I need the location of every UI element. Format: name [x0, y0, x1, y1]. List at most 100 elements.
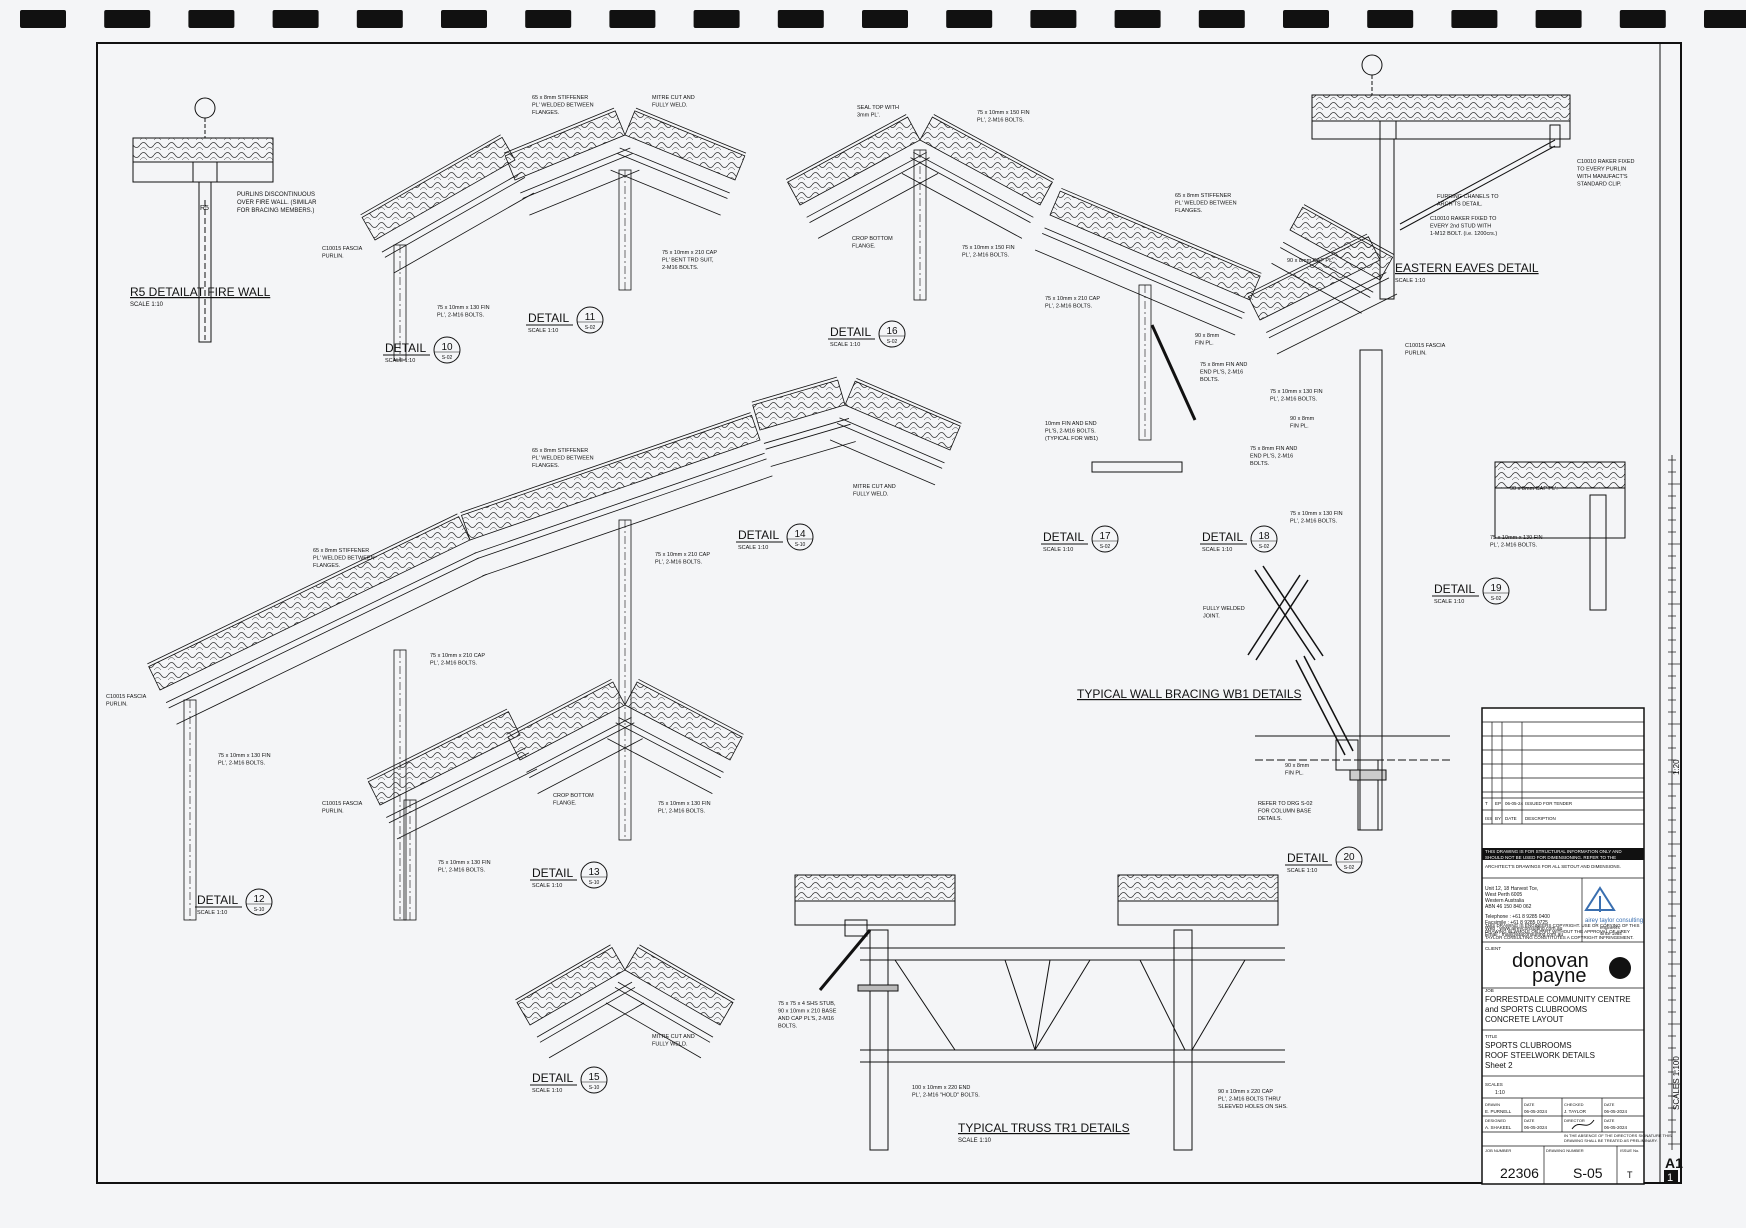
svg-text:06-05-2024: 06-05-2024	[1604, 1125, 1628, 1130]
detail-title: DETAIL	[532, 866, 573, 880]
svg-text:DRAWING SHALL BE TREATED AS PR: DRAWING SHALL BE TREATED AS PRELIMINARY.	[1564, 1138, 1658, 1143]
detail-callouts: DETAIL SCALE 1:10 10 S-02 DETAIL SCALE 1:10 11…	[195, 261, 1539, 1094]
detail-number-bubble	[576, 306, 604, 334]
note-purlins: PURLINS DISCONTINUOUS	[237, 192, 315, 198]
roof-slope	[360, 134, 535, 274]
note-stiffener: 65 x 8mm STIFFENER PL' WELDED BETWEENFLAN…	[532, 95, 594, 116]
detail-title-r5: R5 DETAILAT FIRE WALL	[130, 285, 271, 299]
svg-text:SCALE 1:10: SCALE 1:10	[1202, 547, 1232, 553]
svg-text:C10015 FASCIA: C10015 FASCIA	[322, 246, 363, 252]
svg-text:65 x 8mm STIFFENER: 65 x 8mm STIFFENER	[532, 95, 588, 101]
svg-text:1: 1	[1667, 1172, 1673, 1184]
svg-text:SCALE 1:10: SCALE 1:10	[532, 883, 562, 889]
binding-hole	[946, 10, 993, 28]
svg-text:SCALE 1:10: SCALE 1:10	[1434, 599, 1464, 605]
svg-text:since 1984: since 1984	[1600, 931, 1622, 936]
svg-text:C10015 FASCIA: C10015 FASCIA	[106, 694, 147, 700]
svg-text:SCALE 1:10: SCALE 1:10	[1043, 547, 1073, 553]
r5-fire-wall-detail: R5 PURLINS DISCONTINUOUS OVER FIRE WALL.…	[130, 97, 317, 343]
note-crop-bottom: CROP BOTTOM FLANGE.	[852, 236, 893, 250]
note-stiffener: 65 x 8mm STIFFENER PL' WELDED BETWEENFLAN…	[313, 548, 375, 569]
detail-title-tr1: TYPICAL TRUSS TR1 DETAILS	[958, 1121, 1130, 1135]
column	[403, 799, 417, 921]
roof-slope	[1034, 187, 1262, 336]
note-fascia: C10015 FASCIA PURLIN.	[1405, 343, 1446, 357]
svg-text:06-05-2024: 06-05-2024	[1604, 1109, 1628, 1114]
svg-text:C10010 RAKER FIXED: C10010 RAKER FIXED	[1577, 159, 1634, 165]
svg-text:EP: EP	[1495, 801, 1501, 806]
svg-text:PL', 2-M16 BOLTS.: PL', 2-M16 BOLTS.	[655, 560, 703, 566]
svg-text:13: 13	[588, 867, 600, 878]
svg-text:STANDARD CLIP.: STANDARD CLIP.	[1577, 182, 1622, 188]
detail-callout: DETAIL SCALE 1:10 14 S-10	[736, 523, 814, 551]
svg-text:75 x 10mm x 130 FIN: 75 x 10mm x 130 FIN	[438, 860, 491, 866]
sheet-size: A1	[1665, 1155, 1683, 1171]
svg-text:PL', 2-M16 BOLTS.: PL', 2-M16 BOLTS.	[438, 868, 486, 874]
svg-text:75 x 8mm FIN AND: 75 x 8mm FIN AND	[1250, 446, 1297, 452]
svg-text:SLEEVED HOLES ON SHS.: SLEEVED HOLES ON SHS.	[1218, 1104, 1288, 1110]
svg-text:FLANGE.: FLANGE.	[852, 244, 876, 250]
svg-text:DRAWN: DRAWN	[1485, 1102, 1500, 1107]
svg-text:19: 19	[1490, 583, 1502, 594]
svg-text:PL' WELDED BETWEEN: PL' WELDED BETWEEN	[532, 103, 594, 109]
svg-text:ISSUED FOR TENDER: ISSUED FOR TENDER	[1525, 801, 1573, 806]
svg-text:payne: payne	[1532, 965, 1587, 987]
svg-text:1:10: 1:10	[1495, 1090, 1505, 1096]
svg-text:PL', 2-M16 "HOLD" BOLTS.: PL', 2-M16 "HOLD" BOLTS.	[912, 1093, 980, 1099]
svg-text:CONCRETE LAYOUT: CONCRETE LAYOUT	[1485, 1015, 1564, 1024]
svg-text:FOR COLUMN BASE: FOR COLUMN BASE	[1258, 809, 1312, 815]
detail-callout: DETAIL SCALE 1:10 12 S-10	[195, 888, 273, 916]
svg-text:90 x 8mm CAP PL'.: 90 x 8mm CAP PL'.	[1510, 486, 1558, 492]
title-block: THIS DRAWING IS FOR STRUCTURAL INFORMATI…	[1481, 707, 1683, 1185]
svg-text:75 x 10mm x 130 FIN: 75 x 10mm x 130 FIN	[218, 753, 271, 759]
svg-text:SCALE 1:10: SCALE 1:10	[958, 1138, 992, 1144]
svg-text:engineers: engineers	[1600, 925, 1621, 930]
svg-text:SHOULD NOT BE USED FOR DIMENSI: SHOULD NOT BE USED FOR DIMENSIONING. REF…	[1485, 855, 1616, 860]
svg-text:S-10: S-10	[795, 542, 806, 548]
svg-text:CROP BOTTOM: CROP BOTTOM	[553, 793, 594, 799]
note-fin-130: 75 x 10mm x 130 FIN PL', 2-M16 BOLTS.	[1290, 511, 1343, 525]
job-number: 22306	[1500, 1165, 1539, 1181]
svg-text:Unit 12, 18 Harvest Tce,: Unit 12, 18 Harvest Tce,	[1485, 886, 1538, 892]
svg-text:DRAWING IN WHOLE OR PART WITHO: DRAWING IN WHOLE OR PART WITHOUT THE APP…	[1485, 929, 1630, 934]
note-fascia: C10015 FASCIA PURLIN.	[322, 801, 363, 815]
note-crop-bottom: CROP BOTTOM FLANGE.	[553, 793, 594, 807]
svg-text:FULLY WELD.: FULLY WELD.	[652, 103, 688, 109]
note-mitre: MITRE CUT AND FULLY WELD.	[652, 95, 695, 109]
svg-text:FIN PL.: FIN PL.	[1195, 341, 1214, 347]
detail-number-bubble	[786, 523, 814, 551]
svg-text:(TYPICAL FOR WB1): (TYPICAL FOR WB1)	[1045, 436, 1098, 442]
svg-text:THIS DRAWING IS ENGINEERS COPY: THIS DRAWING IS ENGINEERS COPYRIGHT. USE…	[1485, 923, 1640, 928]
svg-text:S-02: S-02	[1259, 544, 1270, 550]
svg-text:FLANGES.: FLANGES.	[532, 110, 560, 116]
detail-title: DETAIL	[385, 341, 426, 355]
svg-text:SCALE 1:10: SCALE 1:10	[385, 358, 415, 364]
note-fin-130: 75 x 10mm x 130 FIN PL', 2-M16 BOLTS.	[658, 801, 711, 815]
svg-text:PURLIN.: PURLIN.	[106, 702, 128, 708]
detail-number-bubble	[433, 336, 461, 364]
svg-text:90 x 8mm CAP PL'.: 90 x 8mm CAP PL'.	[1287, 258, 1335, 264]
binding-hole	[1619, 10, 1666, 28]
svg-text:FORRESTDALE COMMUNITY CENTRE: FORRESTDALE COMMUNITY CENTRE	[1485, 995, 1631, 1004]
svg-text:OVER FIRE WALL. (SIMILAR: OVER FIRE WALL. (SIMILAR	[237, 200, 317, 206]
svg-text:S-02: S-02	[887, 339, 898, 345]
binding-hole	[862, 10, 908, 28]
svg-text:FLANGE.: FLANGE.	[553, 801, 577, 807]
svg-text:FURRING CHANELS TO: FURRING CHANELS TO	[1437, 194, 1499, 200]
note-cap-220: 90 x 10mm x 220 CAP PL', 2-M16 BOLTS THRU…	[1218, 1089, 1288, 1110]
svg-text:SCALE 1:10: SCALE 1:10	[1287, 868, 1317, 874]
svg-text:IN THE ABSENCE OF THE DIRECTOR: IN THE ABSENCE OF THE DIRECTORS SIGNATUR…	[1564, 1133, 1672, 1138]
svg-text:65 x 8mm STIFFENER: 65 x 8mm STIFFENER	[532, 448, 588, 454]
note-cap-90: 90 x 8mm CAP PL'.	[1510, 486, 1558, 492]
consultant-logo	[1584, 886, 1616, 912]
svg-text:SEAL TOP WITH: SEAL TOP WITH	[857, 105, 899, 111]
svg-text:75 x 75 x 4 SHS STUB,: 75 x 75 x 4 SHS STUB,	[778, 1001, 836, 1007]
svg-text:PL', 2-M16 BOLTS.: PL', 2-M16 BOLTS.	[437, 313, 485, 319]
svg-text:T: T	[1485, 801, 1488, 806]
detail-callout: EASTERN EAVES DETAIL SCALE 1:10	[1395, 261, 1539, 284]
binding-hole	[1367, 10, 1414, 28]
binding-hole	[441, 10, 487, 28]
svg-text:90 x 10mm x 210 BASE: 90 x 10mm x 210 BASE	[778, 1009, 837, 1015]
svg-text:15: 15	[588, 1072, 600, 1083]
